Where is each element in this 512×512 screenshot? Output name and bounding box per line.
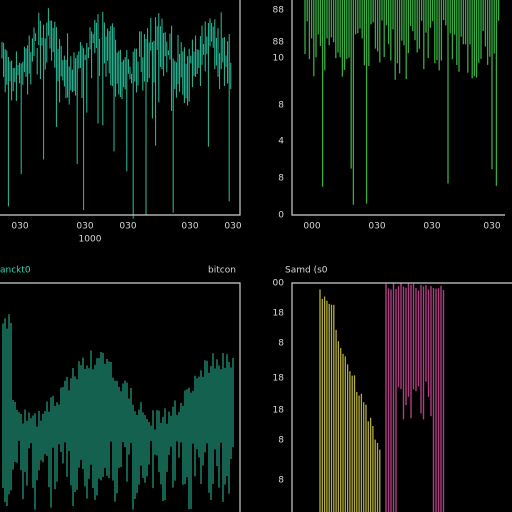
y-tick-label: 88: [273, 38, 285, 48]
y-tick-label: 18: [273, 406, 285, 416]
x-tick-label: 030: [119, 222, 136, 232]
panel-frame: [0, 282, 241, 512]
y-tick-label: 0: [278, 211, 284, 221]
x-tick-label: 030: [76, 222, 93, 232]
y-tick-label: 00: [273, 279, 285, 289]
x-tick-label: 030: [368, 222, 385, 232]
y-tick-label: 10: [273, 54, 285, 64]
y-tick-label: 8: [278, 339, 284, 349]
y-tick-label: 8: [278, 476, 284, 486]
panel-frame: [0, 0, 241, 216]
x-sublabel: 1000: [79, 235, 102, 245]
panel-label: bitcon: [208, 266, 236, 276]
x-tick-label: 030: [181, 222, 198, 232]
y-tick-label: 8: [278, 174, 284, 184]
y-tick-label: 8: [278, 101, 284, 111]
x-tick-label: 030: [483, 222, 500, 232]
x-tick-label: 030: [423, 222, 440, 232]
y-tick-label: 4: [278, 137, 284, 147]
y-tick-label: 18: [273, 309, 285, 319]
panel-frame: [291, 0, 505, 216]
panel-title: Samd (s0: [285, 266, 328, 276]
x-tick-label: 030: [11, 222, 28, 232]
panel-title: anckt0: [0, 266, 31, 276]
x-tick-label: 030: [224, 222, 241, 232]
y-tick-label: 8: [278, 436, 284, 446]
y-tick-label: 88: [273, 6, 285, 16]
x-tick-label: 000: [303, 222, 320, 232]
y-tick-label: 18: [273, 374, 285, 384]
waveforms: [1, 0, 500, 512]
panel-frame: [291, 282, 512, 512]
